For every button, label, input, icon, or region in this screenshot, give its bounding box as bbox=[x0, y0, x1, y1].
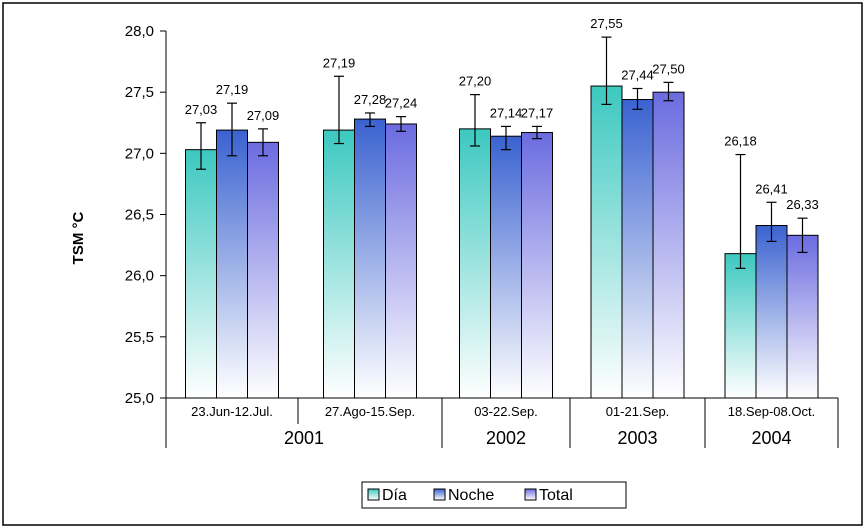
category-label: 03-22.Sep. bbox=[474, 404, 538, 419]
y-axis-label: TSM °C bbox=[70, 212, 87, 265]
bar-da-4 bbox=[724, 253, 757, 399]
data-label: 27,19 bbox=[216, 82, 249, 97]
category-label: 01-21.Sep. bbox=[606, 404, 670, 419]
bar-total-3 bbox=[652, 91, 685, 399]
y-tick-label: 27,0 bbox=[125, 145, 154, 162]
data-label: 27,24 bbox=[385, 96, 418, 111]
y-tick-label: 27,5 bbox=[125, 84, 154, 101]
y-tick-label: 26,0 bbox=[125, 268, 154, 285]
year-label: 2001 bbox=[284, 428, 324, 448]
data-label: 27,50 bbox=[652, 61, 685, 76]
data-label: 26,33 bbox=[786, 197, 819, 212]
year-label: 2003 bbox=[617, 428, 657, 448]
category-label: 23.Jun-12.Jul. bbox=[191, 404, 273, 419]
data-label: 26,41 bbox=[755, 181, 788, 196]
bar-total-1 bbox=[385, 123, 417, 399]
bar-da-3 bbox=[590, 85, 623, 399]
y-tick-label: 28,0 bbox=[125, 23, 154, 40]
legend-label: Noche bbox=[448, 487, 494, 504]
legend-label: Día bbox=[382, 487, 407, 504]
legend-swatch-total bbox=[524, 488, 537, 501]
data-label: 27,14 bbox=[490, 105, 523, 120]
data-label: 27,03 bbox=[185, 102, 218, 117]
bar-da-2 bbox=[459, 128, 491, 399]
year-label: 2002 bbox=[486, 428, 526, 448]
y-tick-label: 26,5 bbox=[125, 207, 154, 224]
legend bbox=[361, 481, 627, 509]
y-tick-label: 25,0 bbox=[125, 390, 154, 407]
data-label: 27,20 bbox=[459, 74, 492, 89]
bar-noche-2 bbox=[490, 135, 522, 399]
category-label: 18.Sep-08.Oct. bbox=[728, 404, 815, 419]
legend-swatch-noche bbox=[433, 488, 446, 501]
bar-noche-3 bbox=[621, 99, 654, 399]
data-label: 27,55 bbox=[590, 16, 623, 31]
bar-noche-4 bbox=[755, 225, 788, 399]
bar-da-0 bbox=[185, 149, 217, 399]
data-label: 27,09 bbox=[247, 108, 280, 123]
bar-total-2 bbox=[521, 132, 553, 399]
data-label: 27,28 bbox=[354, 92, 387, 107]
category-label: 27.Ago-15.Sep. bbox=[325, 404, 415, 419]
legend-label: Total bbox=[539, 487, 573, 504]
y-tick-label: 25,5 bbox=[125, 329, 154, 346]
data-label: 26,18 bbox=[724, 134, 757, 149]
data-label: 27,44 bbox=[621, 67, 654, 82]
bar-total-4 bbox=[786, 234, 819, 399]
data-label: 27,19 bbox=[323, 55, 356, 70]
bar-da-1 bbox=[323, 129, 355, 399]
data-label: 27,17 bbox=[521, 105, 554, 120]
bar-noche-1 bbox=[354, 118, 386, 399]
bar-total-0 bbox=[247, 141, 279, 399]
legend-swatch-da bbox=[367, 488, 380, 501]
bar-noche-0 bbox=[216, 129, 248, 399]
year-label: 2004 bbox=[751, 428, 791, 448]
